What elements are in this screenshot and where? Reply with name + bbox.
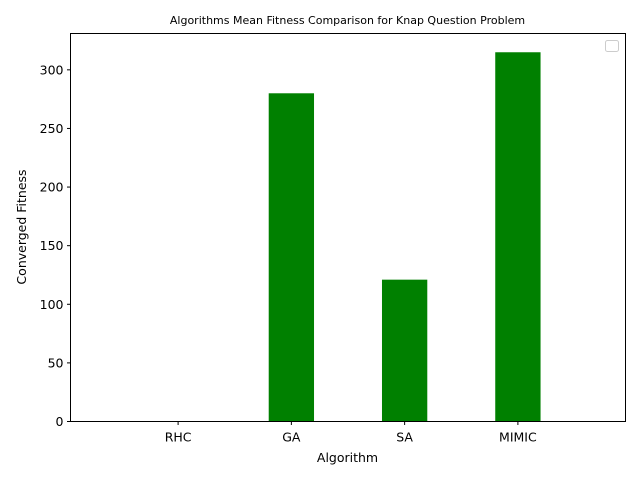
y-tick-label: 200 xyxy=(40,180,64,195)
legend xyxy=(605,40,619,52)
x-tick-label-mimic: MIMIC xyxy=(499,430,537,445)
plot-frame xyxy=(70,33,626,422)
y-tick-label: 0 xyxy=(56,414,64,429)
legend-box xyxy=(605,40,619,52)
chart-title: Algorithms Mean Fitness Comparison for K… xyxy=(170,14,525,27)
bar-sa xyxy=(381,279,428,422)
y-tick-label: 250 xyxy=(40,121,64,136)
x-tick-label-sa: SA xyxy=(396,430,413,445)
y-tick-label: 100 xyxy=(40,297,64,312)
x-tick-label-rhc: RHC xyxy=(165,430,192,445)
y-tick-label: 300 xyxy=(40,62,64,77)
bar-ga xyxy=(268,93,315,422)
y-tick-label: 150 xyxy=(40,238,64,253)
y-axis-ticks: 0 50 100 150 200 250 300 xyxy=(40,62,71,429)
x-axis-label: Algorithm xyxy=(317,450,378,465)
bar-mimic xyxy=(495,52,541,422)
plot-area: 0 50 100 150 200 250 300 RHC GA SA MIMIC xyxy=(40,33,626,445)
x-axis-ticks: RHC GA SA MIMIC xyxy=(165,421,537,445)
y-tick-label: 50 xyxy=(48,355,64,370)
x-tick-label-ga: GA xyxy=(282,430,301,445)
y-axis-label: Converged Fitness xyxy=(14,169,29,284)
bars-group xyxy=(268,52,541,422)
